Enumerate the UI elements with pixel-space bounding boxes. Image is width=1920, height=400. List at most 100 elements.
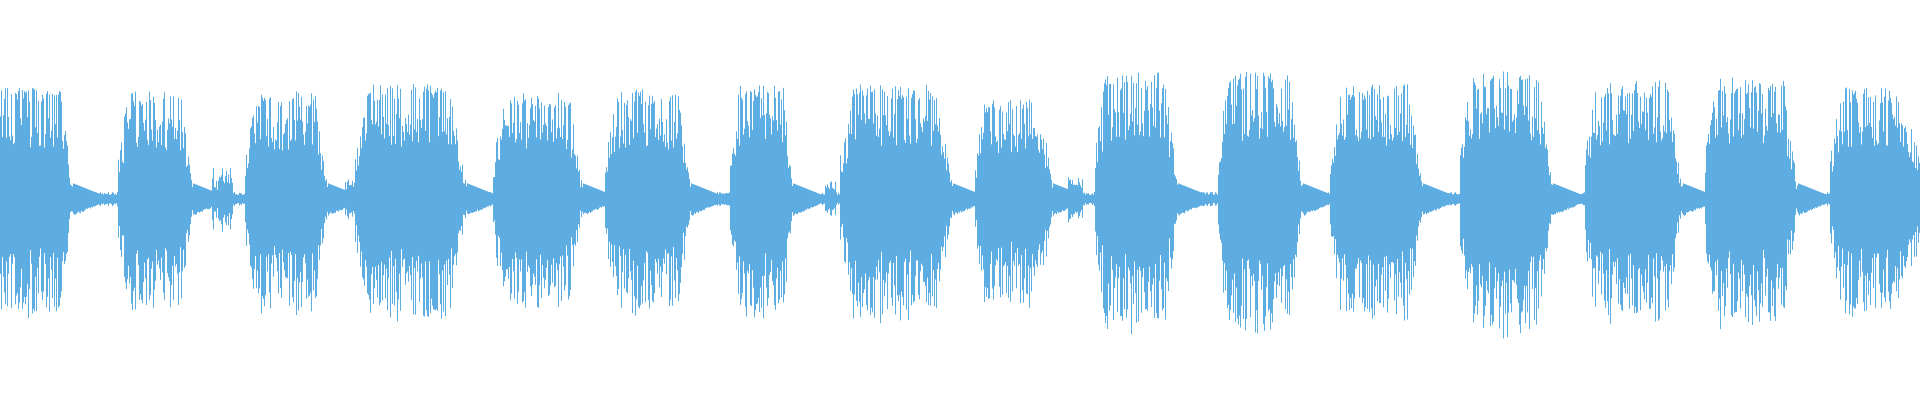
waveform-sample [122, 161, 123, 236]
waveform-sample [1691, 186, 1692, 212]
waveform-sample [1546, 144, 1547, 252]
waveform-sample [82, 187, 83, 212]
waveform-sample [179, 120, 180, 273]
waveform-sample [1181, 184, 1182, 214]
waveform-sample [1836, 118, 1837, 279]
waveform-sample [1096, 142, 1097, 256]
waveform-sample [199, 185, 200, 213]
waveform-sample [144, 130, 145, 263]
waveform-sample [1439, 189, 1440, 209]
waveform-sample [553, 141, 554, 259]
waveform-sample [983, 132, 984, 270]
waveform-sample [608, 141, 609, 260]
waveform-sample [374, 100, 375, 289]
waveform-sample [802, 187, 803, 212]
waveform-sample [59, 91, 60, 307]
waveform-sample [1794, 163, 1795, 233]
waveform-sample [145, 119, 146, 279]
waveform-sample [1385, 113, 1386, 291]
waveform-sample [1852, 90, 1853, 317]
waveform-sample [1692, 187, 1693, 212]
waveform-sample [1713, 101, 1714, 292]
waveform-sample [26, 91, 27, 297]
waveform-sample [712, 191, 713, 207]
waveform-sample [404, 140, 405, 259]
waveform-sample [1669, 119, 1670, 272]
waveform-sample [337, 187, 338, 211]
waveform-sample [1320, 190, 1321, 208]
waveform-sample [1331, 165, 1332, 237]
waveform-sample [379, 99, 380, 306]
waveform-sample [580, 187, 581, 211]
waveform-sample [434, 93, 435, 310]
waveform-sample [1339, 132, 1340, 263]
waveform-sample [581, 180, 582, 218]
waveform-sample [1421, 181, 1422, 218]
waveform-sample [1521, 79, 1522, 313]
waveform-sample [261, 94, 262, 314]
waveform-sample [1542, 127, 1543, 270]
waveform-sample [815, 192, 816, 207]
waveform-sample [1174, 174, 1175, 225]
waveform-sample [300, 119, 301, 272]
waveform-sample [694, 184, 695, 214]
waveform-sample [958, 185, 959, 212]
waveform-sample [1612, 120, 1613, 275]
waveform-sample [826, 187, 827, 211]
waveform-sample [841, 171, 842, 227]
waveform-sample [890, 131, 891, 261]
waveform-sample [799, 185, 800, 213]
waveform-sample [720, 192, 721, 206]
waveform-sample [624, 102, 625, 289]
waveform-sample [3, 115, 4, 277]
waveform-sample [1565, 188, 1566, 210]
waveform-sample [1874, 145, 1875, 254]
waveform-sample [1862, 131, 1863, 272]
waveform-sample [916, 142, 917, 261]
waveform-sample [1636, 81, 1637, 313]
waveform-sample [1860, 126, 1861, 278]
waveform-sample [705, 189, 706, 209]
waveform-sample [220, 177, 221, 220]
waveform-sample [775, 97, 776, 311]
waveform-sample [1797, 185, 1798, 212]
waveform-sample [531, 97, 532, 296]
waveform-sample [1708, 134, 1709, 264]
waveform-sample [1069, 180, 1070, 220]
waveform-sample [1261, 111, 1262, 290]
waveform-sample [847, 158, 848, 243]
waveform-sample [51, 130, 52, 270]
waveform-sample [690, 186, 691, 211]
waveform-sample [620, 136, 621, 256]
waveform-sample [1147, 86, 1148, 311]
waveform-sample [893, 137, 894, 263]
waveform-sample [974, 191, 975, 207]
waveform-sample [1350, 99, 1351, 298]
waveform-sample [1626, 114, 1627, 278]
waveform-sample [1209, 193, 1210, 204]
waveform-sample [1139, 135, 1140, 267]
waveform-sample [1747, 92, 1748, 297]
waveform-sample [1642, 111, 1643, 287]
waveform-sample [252, 117, 253, 279]
waveform-sample [565, 106, 566, 286]
waveform-sample [1570, 190, 1571, 209]
waveform-sample [1401, 93, 1402, 298]
waveform-sample [1223, 110, 1224, 293]
waveform-sample [1094, 192, 1095, 207]
waveform-sample [1604, 96, 1605, 301]
waveform-sample [823, 194, 824, 205]
waveform-sample [134, 105, 135, 288]
waveform-sample [366, 133, 367, 267]
waveform-sample [1474, 82, 1475, 314]
waveform-sample [286, 120, 287, 278]
waveform-sample [1084, 192, 1085, 206]
waveform-sample [631, 120, 632, 280]
waveform-sample [1600, 145, 1601, 252]
waveform-sample [622, 129, 623, 273]
waveform-sample [1663, 125, 1664, 272]
waveform-sample [1538, 82, 1539, 309]
waveform-sample [1311, 186, 1312, 211]
